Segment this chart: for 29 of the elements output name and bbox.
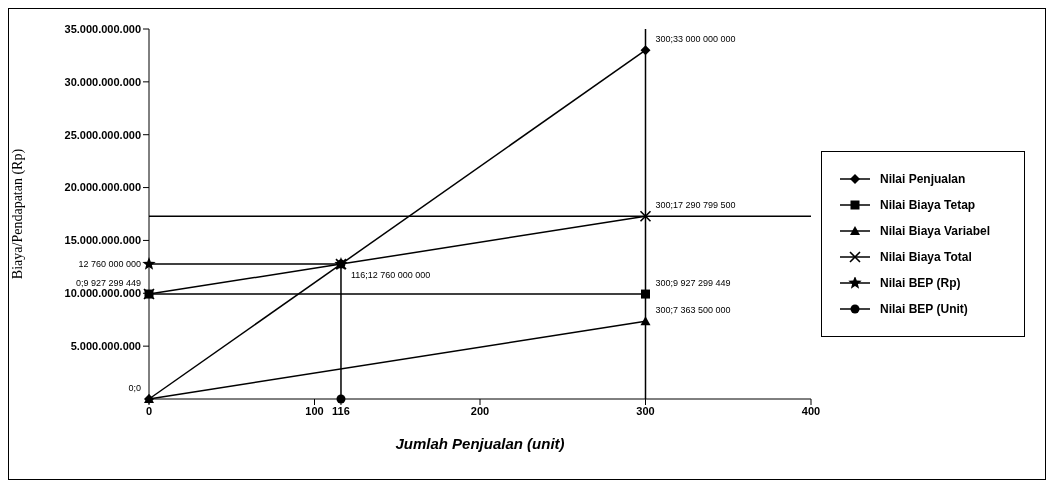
x-tick-label: 200 bbox=[470, 404, 490, 417]
legend-label: Nilai Biaya Variabel bbox=[880, 224, 991, 238]
y-tick-label: 10.000.000.000 bbox=[64, 287, 141, 300]
legend-label: Nilai BEP (Unit) bbox=[880, 302, 968, 316]
x-tick-label: 300 bbox=[636, 404, 655, 417]
annotation: 300;9 927 299 449 bbox=[655, 278, 731, 289]
x-tick-label: 100 bbox=[305, 404, 324, 417]
y-tick-label: 30.000.000.000 bbox=[64, 75, 141, 88]
x-axis-title: Jumlah Penjualan (unit) bbox=[395, 435, 565, 452]
annotation: 0;0 bbox=[128, 383, 141, 393]
legend-label: Nilai Biaya Total bbox=[880, 250, 972, 264]
legend-label: Nilai Penjualan bbox=[880, 172, 966, 186]
annotation: 300;7 363 500 000 bbox=[655, 305, 731, 316]
annotation: 12 760 000 000 bbox=[78, 259, 141, 270]
legend-label: Nilai BEP (Rp) bbox=[880, 276, 961, 290]
annotation: 0;9 927 299 449 bbox=[75, 278, 141, 289]
y-tick-label: 35.000.000.000 bbox=[64, 22, 141, 35]
y-tick-label: 5.000.000.000 bbox=[70, 340, 141, 353]
y-tick-label: 15.000.000.000 bbox=[64, 234, 141, 247]
x-tick-label: 116 bbox=[332, 404, 350, 417]
y-tick-label: 25.000.000.000 bbox=[64, 128, 141, 141]
annotation: 300;17 290 799 500 bbox=[655, 200, 736, 211]
annotation: 116;12 760 000 000 bbox=[350, 270, 431, 281]
y-axis-title: Biaya/Pendapatan (Rp) bbox=[9, 148, 26, 280]
legend-label: Nilai Biaya Tetap bbox=[880, 198, 976, 212]
x-tick-label: 0 bbox=[145, 404, 153, 417]
y-tick-label: 20.000.000.000 bbox=[64, 181, 141, 194]
annotation: 300;33 000 000 000 bbox=[655, 34, 736, 45]
x-tick-label: 400 bbox=[801, 404, 821, 417]
